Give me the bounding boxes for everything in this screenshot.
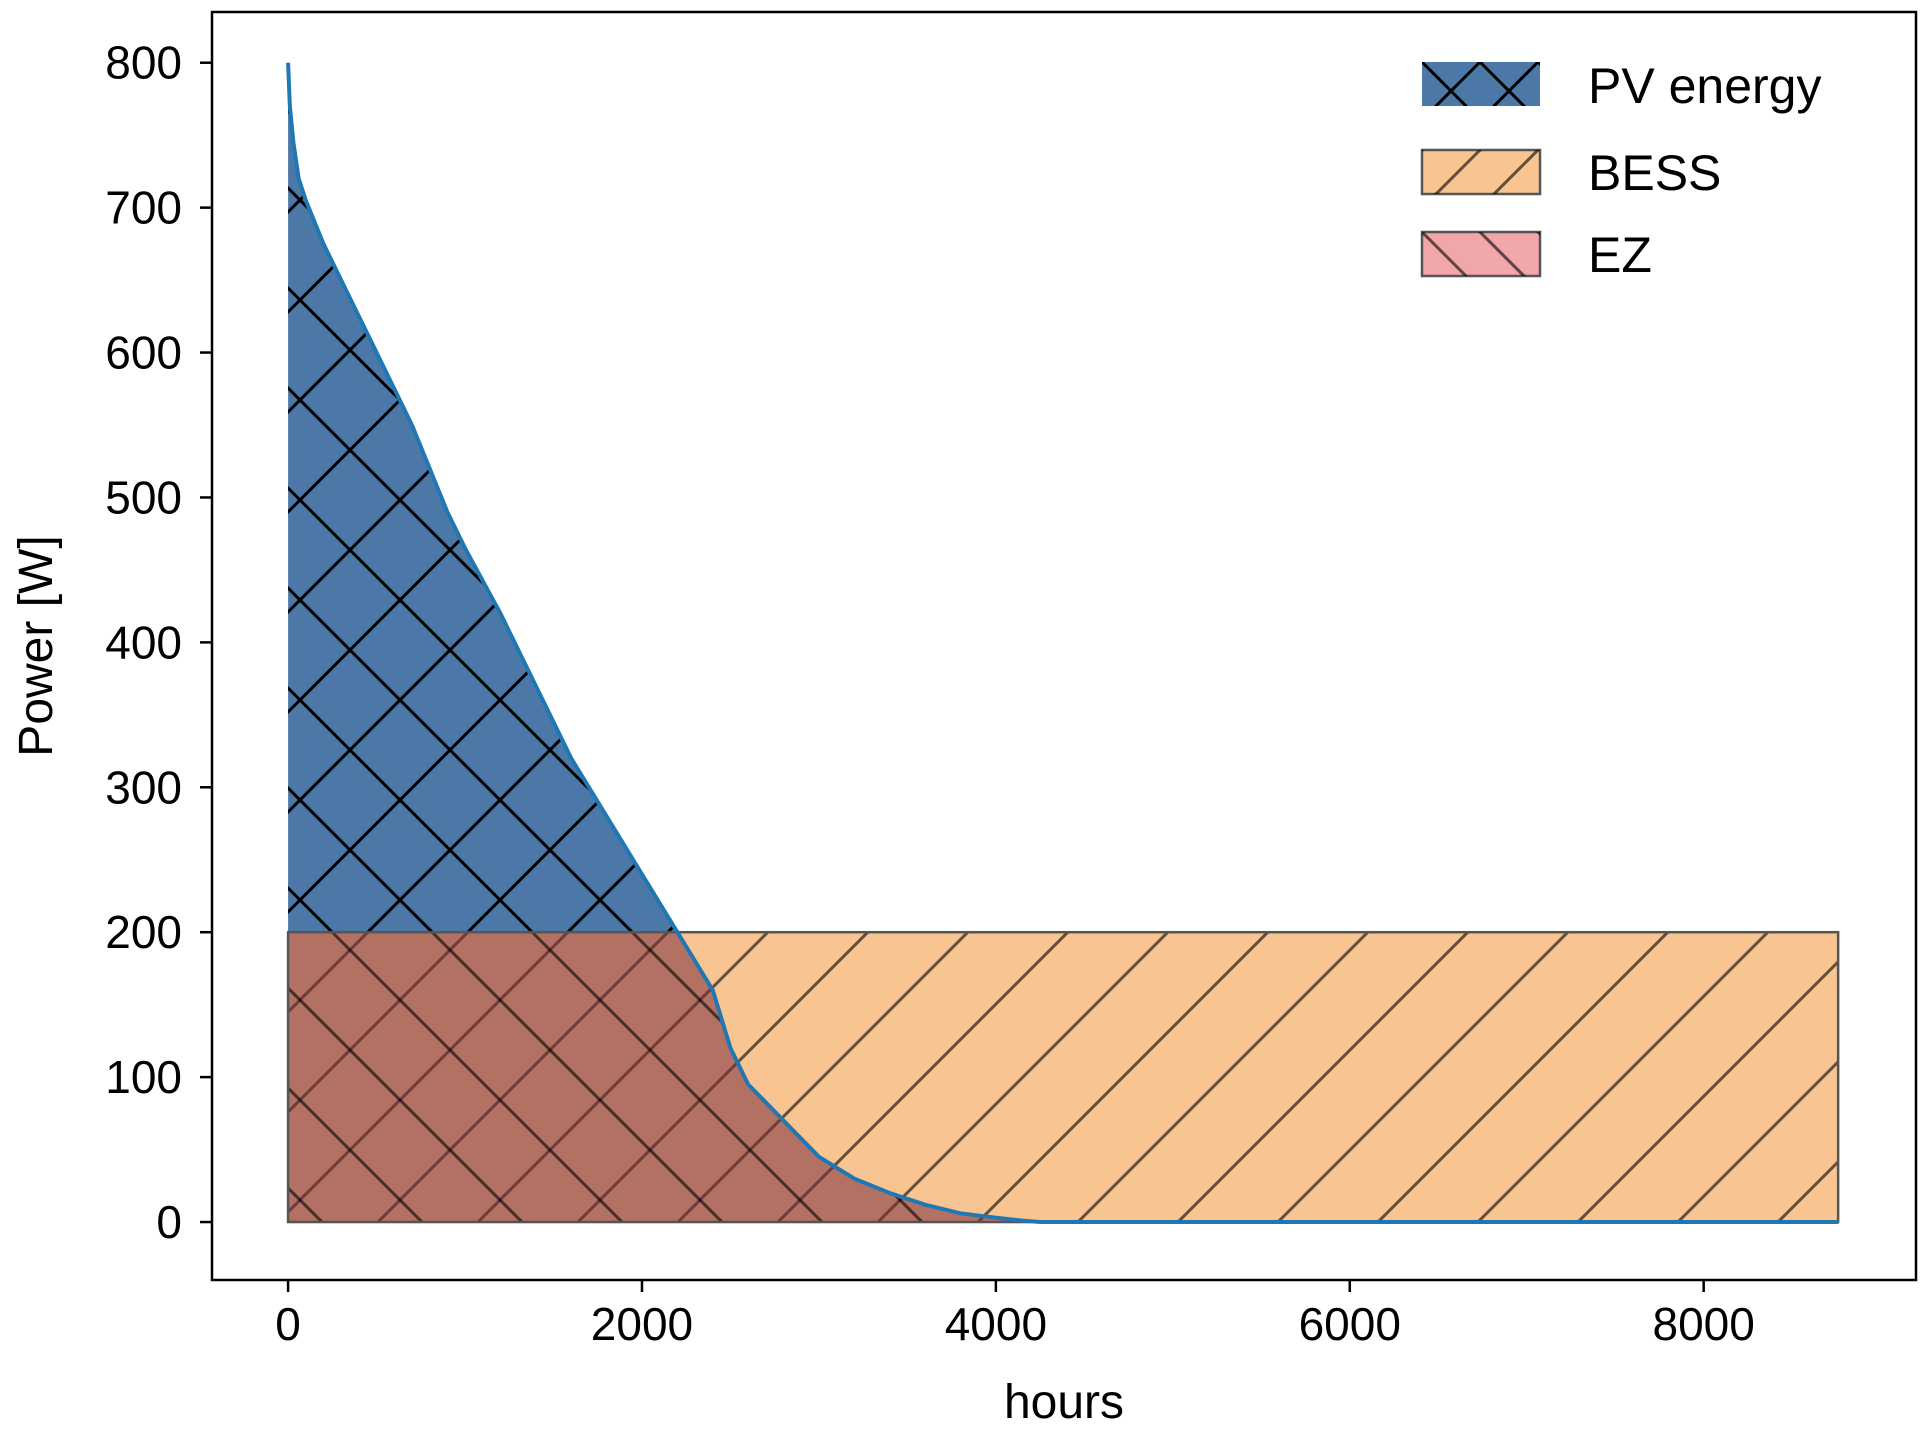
y-tick-label: 600 — [105, 327, 182, 379]
y-tick-label: 300 — [105, 761, 182, 813]
legend-item-bess: BESS — [1420, 145, 1721, 201]
legend: PV energy BESS EZ — [1420, 58, 1821, 283]
legend-label-ez: EZ — [1588, 227, 1652, 283]
y-tick-label: 200 — [105, 906, 182, 958]
legend-item-pv-energy: PV energy — [1422, 58, 1821, 114]
y-tick-label: 700 — [105, 182, 182, 234]
x-axis: 0 2000 4000 6000 8000 — [275, 1280, 1755, 1350]
x-tick-label: 0 — [275, 1298, 301, 1350]
legend-label-pv-energy: PV energy — [1588, 58, 1821, 114]
legend-item-ez: EZ — [1420, 227, 1652, 283]
legend-hatch-ez — [1422, 232, 1540, 276]
y-tick-label: 800 — [105, 37, 182, 89]
x-tick-label: 4000 — [945, 1298, 1047, 1350]
y-axis: 0 100 200 300 400 500 600 700 800 — [105, 37, 212, 1248]
y-tick-label: 100 — [105, 1051, 182, 1103]
x-tick-label: 2000 — [591, 1298, 693, 1350]
y-axis-label: Power [W] — [10, 535, 63, 756]
x-axis-label: hours — [1004, 1376, 1124, 1429]
x-tick-label: 6000 — [1299, 1298, 1401, 1350]
y-tick-label: 500 — [105, 471, 182, 523]
y-tick-label: 0 — [156, 1196, 182, 1248]
axes-frame — [210, 10, 1918, 1282]
legend-label-bess: BESS — [1588, 145, 1721, 201]
legend-hatch-pv-energy — [1422, 62, 1540, 106]
ez-hatch — [288, 932, 1839, 1223]
y-tick-label: 400 — [105, 616, 182, 668]
legend-hatch-bess — [1422, 150, 1540, 194]
plot-area — [286, 62, 1840, 1225]
x-tick-label: 8000 — [1652, 1298, 1754, 1350]
pv-energy-line — [286, 62, 1839, 1225]
